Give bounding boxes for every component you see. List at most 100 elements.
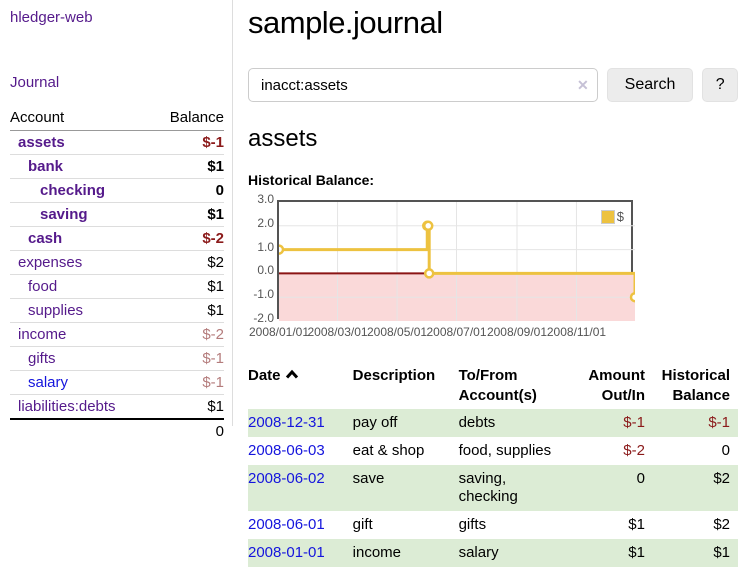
x-axis-tick-label: 2008/01/01 [248,325,310,339]
transaction-date-link[interactable]: 2008-06-01 [248,516,325,533]
account-link-cash[interactable]: cash [28,230,63,247]
account-heading: assets [248,125,318,152]
account-row: assets $-1 [10,131,224,155]
account-name-cell: supplies [10,298,152,323]
register-table-body: 2008-12-31 pay off debts $-1 $-1 2008-06-03 ea… [248,409,738,567]
transaction-description: gift [352,516,373,533]
accounts-table: Account Balance assets $-1 bank $1 checking 0… [10,106,224,443]
main-content: sample.journal ✕ Search ? assets Histori… [248,0,738,567]
account-row: salary $-1 [10,370,224,395]
transaction-amount: $1 [628,544,645,561]
account-link-food[interactable]: food [28,278,58,295]
accounts-total-value: 0 [10,418,224,443]
account-link-gifts[interactable]: gifts [28,350,56,367]
account-row: expenses $2 [10,250,224,275]
account-balance: $-2 [151,226,224,251]
account-link-bank[interactable]: bank [28,158,64,175]
transaction-date-link[interactable]: 2008-01-01 [248,544,325,561]
page-title: sample.journal [248,5,443,40]
transaction-row: 2008-12-31 pay off debts $-1 $-1 [248,409,738,437]
transaction-balance: $-1 [708,414,730,431]
account-balance: $1 [151,154,224,179]
chart-plot-area: $ [277,200,635,321]
account-balance: 0 [151,178,224,203]
account-name-cell: income [10,322,152,347]
account-balance: $-2 [151,322,224,347]
transaction-row: 2008-06-01 gift gifts $1 $2 [248,511,738,539]
transaction-date-cell: 2008-06-01 [248,511,345,539]
transaction-row: 2008-06-03 eat & shop food, supplies $-2 0 [248,437,738,465]
y-axis-tick-label: 0.0 [257,263,274,278]
transaction-description: income [352,544,401,561]
x-axis-tick-label: 2008/11/01 [546,325,607,339]
account-balance: $1 [151,202,224,227]
account-row: liabilities:debts $1 [10,394,224,419]
transaction-amount: $-2 [623,442,645,459]
historical-balance-chart: $ 3.0 2.0 1.0 0.0 -1.0 -2.0 2008/01/01 2008/03/… [248,192,738,339]
account-link-assets[interactable]: assets [18,134,65,151]
transaction-description: pay off [352,414,398,431]
x-axis-tick-label: 2008/03/01 [307,325,368,339]
account-link-income[interactable]: income [18,326,67,343]
sidebar-item-journal[interactable]: Journal [10,74,60,91]
account-name-cell: liabilities:debts [10,394,152,419]
transaction-date-link[interactable]: 2008-06-02 [248,470,325,487]
transaction-date-cell: 2008-01-01 [248,539,345,567]
account-name-cell: food [10,274,152,299]
account-row: checking 0 [10,178,224,203]
clear-search-icon[interactable]: ✕ [576,77,589,93]
accounts-table-header: Account Balance [10,106,224,131]
account-balance: $1 [151,274,224,299]
x-axis-tick-label: 2008/09/01 [486,325,547,339]
y-axis-tick-label: 2.0 [257,215,274,230]
register-header-historical-balance: Historical Balance [661,367,730,404]
search-button[interactable]: Search [606,68,694,102]
search-form: ✕ Search ? [248,68,738,102]
y-axis-tick-label: -1.0 [253,287,274,302]
y-axis-tick-label: 3.0 [257,192,274,206]
account-name-cell: bank [10,154,152,179]
transaction-description: eat & shop [352,442,425,459]
sort-ascending-icon [285,369,298,379]
chart-canvas [279,202,635,321]
account-balance: $-1 [151,346,224,371]
transaction-accounts: gifts [458,516,487,533]
register-header-date[interactable]: Date [248,363,345,409]
transaction-date-cell: 2008-06-03 [248,437,345,465]
register-header-description: Description [352,367,436,384]
help-button[interactable]: ? [702,68,738,102]
account-row: income $-2 [10,322,224,347]
account-name-cell: gifts [10,346,152,371]
account-link-saving[interactable]: saving [40,206,88,223]
transaction-row: 2008-01-01 income salary $1 $1 [248,539,738,567]
account-name-cell: cash [10,226,152,251]
transaction-date-link[interactable]: 2008-12-31 [248,414,325,431]
account-row: bank $1 [10,154,224,179]
transaction-accounts: saving, checking [458,470,518,505]
search-input[interactable] [248,68,598,102]
app-brand-link[interactable]: hledger-web [10,9,93,26]
account-link-salary[interactable]: salary [28,374,69,391]
x-axis-tick-label: 2008/05/01 [366,325,428,339]
account-name-cell: assets [10,131,151,155]
accounts-table-body: assets $-1 bank $1 checking 0 saving $1 cash $-2 e… [10,131,224,419]
transaction-date-link[interactable]: 2008-06-03 [248,442,325,459]
account-link-expenses[interactable]: expenses [18,254,83,271]
y-axis-tick-label: -2.0 [253,311,274,325]
account-link-supplies[interactable]: supplies [28,302,84,319]
transaction-amount: 0 [636,470,645,487]
legend-swatch-icon [601,210,614,223]
account-row: supplies $1 [10,298,224,323]
account-link-liabilities-debts[interactable]: liabilities:debts [18,398,116,415]
transaction-balance: 0 [721,442,730,459]
transaction-accounts: salary [458,544,499,561]
account-link-checking[interactable]: checking [40,182,106,199]
register-header-row: Date Description To/From Account(s) Amount Ou… [248,363,738,409]
transaction-balance: $1 [713,544,730,561]
transaction-amount: $1 [628,516,645,533]
account-name-cell: saving [10,202,152,227]
sidebar: hledger-web Journal Account Balance asse… [0,0,233,443]
register-header-to-from-account-s-: To/From Account(s) [458,367,537,404]
account-balance: $1 [151,298,224,323]
register-table: Date Description To/From Account(s) Amount Ou… [248,363,738,567]
